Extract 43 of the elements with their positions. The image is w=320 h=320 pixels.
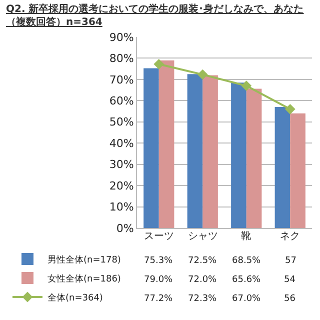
x-tick-label: ネク (280, 231, 300, 242)
data-label: 79.0% (144, 275, 174, 285)
bar (231, 82, 246, 228)
bar (158, 60, 174, 228)
point (197, 69, 208, 80)
data-label: 72.0% (188, 275, 218, 285)
bar (290, 113, 306, 228)
bar (144, 68, 159, 228)
data-label: 56 (284, 294, 296, 304)
x-tick-label: 靴 (241, 230, 251, 242)
point (284, 104, 296, 114)
bar (246, 88, 262, 228)
data-label: 54 (284, 275, 296, 285)
bar (202, 75, 218, 228)
bar (274, 107, 290, 228)
y-tick-label: 80% (109, 52, 134, 66)
data-label: 65.6% (232, 275, 262, 285)
data-label: 57 (285, 256, 296, 266)
y-tick-label: 40% (109, 136, 134, 150)
bar (187, 74, 203, 228)
y-tick-label: 0% (116, 222, 134, 235)
legend-label: 女性全体(n=186) (47, 274, 121, 285)
data-label: 68.5% (232, 256, 262, 266)
data-label: 75.3% (144, 256, 174, 266)
y-tick-label: 50% (109, 116, 134, 129)
data-label: 77.2% (144, 294, 174, 304)
legend-label: 全体(n=364) (47, 292, 103, 304)
y-tick-label: 10% (109, 200, 134, 214)
text: （複数回答）n=364 (6, 16, 104, 29)
point (241, 80, 252, 92)
y-tick-label: 60% (109, 94, 134, 108)
data-label: 72.5% (188, 256, 218, 266)
y-tick-label: 70% (109, 73, 134, 86)
legend-label: 男性全体(n=178) (47, 254, 121, 266)
data-label: 67.0% (232, 294, 262, 304)
x-tick-label: シャツ (188, 231, 218, 242)
x-tick-label: スーツ (144, 231, 174, 242)
y-tick-label: 20% (109, 179, 134, 192)
data-label: 72.3% (188, 294, 218, 304)
point (154, 58, 164, 70)
chart-title: Q2. 新卒採用の選考においての学生の服装･身だしなみで、あなた (6, 3, 305, 16)
y-tick-label: 30% (109, 158, 134, 172)
y-tick-label: 90% (109, 30, 134, 44)
